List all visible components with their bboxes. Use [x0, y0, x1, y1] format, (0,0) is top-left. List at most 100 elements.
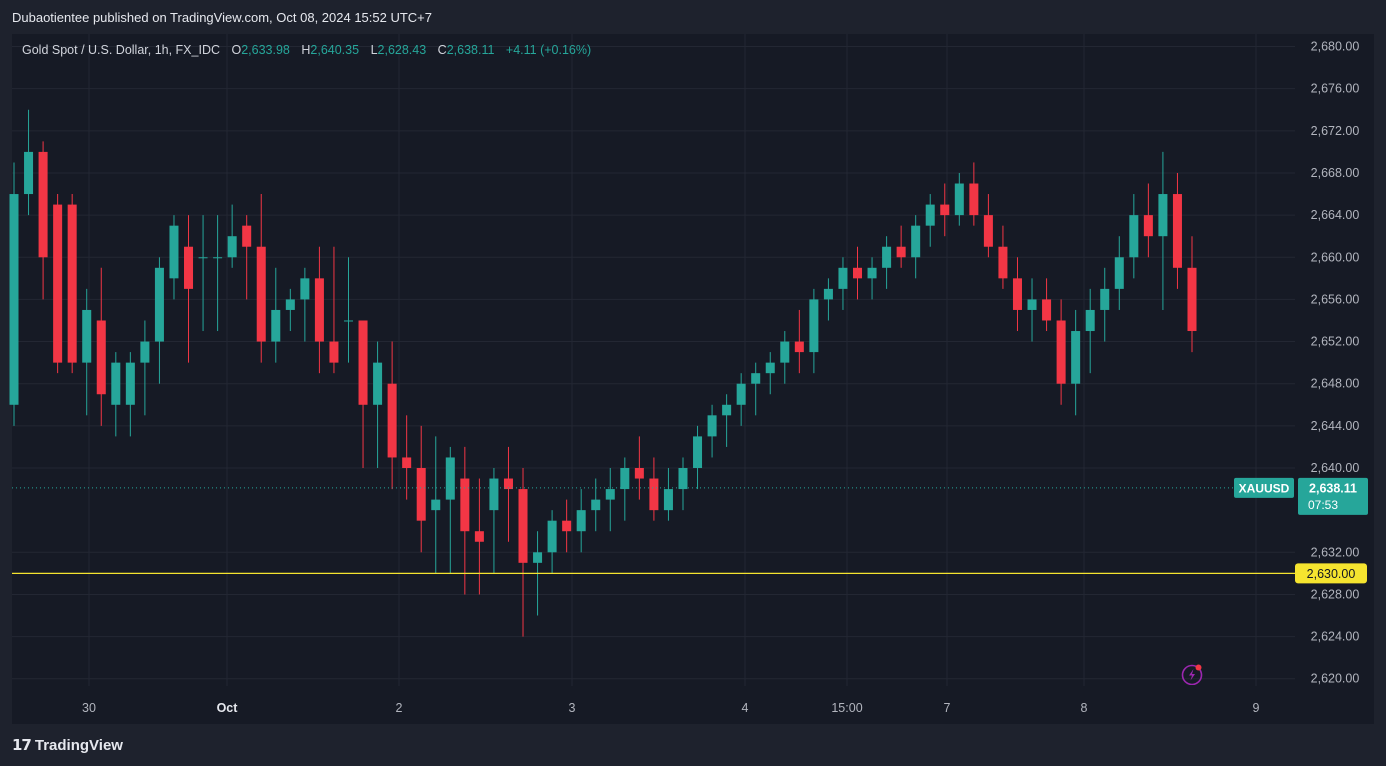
candle-body[interactable]: [620, 468, 630, 490]
candle-body[interactable]: [242, 225, 252, 247]
candle-body[interactable]: [736, 383, 746, 405]
candle-body[interactable]: [707, 415, 717, 437]
candle-body[interactable]: [227, 236, 237, 258]
high-label: H: [301, 43, 311, 57]
candle-body[interactable]: [271, 309, 281, 342]
x-tick-label: 8: [1081, 701, 1088, 715]
candle-body[interactable]: [605, 489, 615, 500]
candle-body[interactable]: [867, 267, 877, 279]
candle-body[interactable]: [111, 362, 121, 405]
candle-body[interactable]: [794, 341, 804, 353]
candle-body[interactable]: [474, 531, 484, 542]
candle-body[interactable]: [533, 552, 543, 563]
candle-body[interactable]: [53, 204, 63, 363]
candle-body[interactable]: [547, 520, 557, 553]
candle-body[interactable]: [358, 320, 368, 405]
candle-body[interactable]: [969, 183, 979, 216]
candle-body[interactable]: [925, 204, 935, 226]
candle-body[interactable]: [329, 341, 339, 363]
candle-body[interactable]: [285, 299, 295, 310]
candle-body[interactable]: [823, 288, 833, 300]
lightning-icon[interactable]: [1181, 663, 1203, 685]
candle-body[interactable]: [38, 151, 48, 258]
candle-body[interactable]: [1012, 278, 1022, 310]
candle-body[interactable]: [1187, 267, 1197, 332]
candle-body[interactable]: [9, 194, 19, 405]
tradingview-logo[interactable]: 17 TradingView: [12, 736, 123, 754]
candle-body[interactable]: [1100, 288, 1110, 310]
candle-body[interactable]: [184, 246, 194, 289]
candle-body[interactable]: [314, 278, 324, 342]
candle-body[interactable]: [780, 341, 790, 363]
candle-body[interactable]: [213, 257, 223, 259]
candle-body[interactable]: [140, 341, 150, 363]
candle-body[interactable]: [852, 267, 863, 279]
candle-body[interactable]: [649, 478, 659, 511]
candle-body[interactable]: [678, 468, 688, 490]
candle-body[interactable]: [1056, 320, 1066, 384]
candle-body[interactable]: [96, 320, 106, 395]
candle-body[interactable]: [1158, 194, 1168, 237]
y-tick-label: 2,664.00: [1311, 208, 1360, 222]
candle-body[interactable]: [998, 246, 1008, 279]
candle-body[interactable]: [343, 320, 354, 322]
x-tick-label: 2: [396, 701, 403, 715]
candle-body[interactable]: [1114, 257, 1124, 289]
candle-body[interactable]: [387, 383, 397, 458]
time-axis[interactable]: [12, 686, 1295, 724]
candle-body[interactable]: [416, 468, 426, 521]
y-tick-label: 2,680.00: [1311, 40, 1360, 54]
candle-body[interactable]: [765, 362, 775, 374]
candle-body[interactable]: [503, 478, 513, 490]
candle-body[interactable]: [67, 204, 77, 363]
candle-body[interactable]: [431, 499, 441, 511]
candle-body[interactable]: [445, 457, 455, 500]
candle-body[interactable]: [1129, 215, 1139, 258]
candle-body[interactable]: [1027, 299, 1037, 310]
candle-body[interactable]: [954, 183, 964, 216]
countdown-label: 07:53: [1308, 498, 1338, 512]
y-tick-label: 2,620.00: [1311, 672, 1360, 686]
candle-body[interactable]: [198, 257, 208, 259]
candle-body[interactable]: [693, 436, 703, 468]
candle-body[interactable]: [809, 299, 819, 353]
candle-body[interactable]: [154, 267, 164, 342]
candle-body[interactable]: [169, 225, 179, 279]
candle-body[interactable]: [940, 204, 950, 216]
candle-body[interactable]: [562, 520, 572, 532]
candle-body[interactable]: [1071, 331, 1081, 384]
price-axis[interactable]: [1295, 34, 1374, 724]
candle-body[interactable]: [24, 151, 34, 195]
x-tick-label: 7: [944, 701, 951, 715]
candle-body[interactable]: [896, 246, 906, 258]
candle-body[interactable]: [1143, 215, 1153, 237]
candle-body[interactable]: [722, 404, 732, 416]
candle-body[interactable]: [591, 499, 601, 511]
candle-body[interactable]: [489, 478, 499, 511]
ohlc-legend: Gold Spot / U.S. Dollar, 1h, FX_IDC O2,6…: [22, 43, 591, 57]
candle-body[interactable]: [1172, 194, 1182, 268]
candle-body[interactable]: [300, 278, 310, 300]
candle-body[interactable]: [256, 246, 266, 342]
candle-body[interactable]: [663, 489, 673, 511]
y-tick-label: 2,648.00: [1311, 377, 1360, 391]
candle-body[interactable]: [1042, 299, 1052, 321]
candle-body[interactable]: [373, 362, 383, 405]
candle-body[interactable]: [460, 478, 470, 532]
candle-body[interactable]: [983, 215, 993, 247]
candle-body[interactable]: [518, 489, 528, 563]
candle-body[interactable]: [402, 457, 412, 468]
candle-body[interactable]: [911, 225, 921, 258]
candle-body[interactable]: [576, 510, 586, 532]
chart-pane[interactable]: [12, 34, 1295, 686]
candle-body[interactable]: [882, 246, 892, 268]
candle-body[interactable]: [838, 267, 848, 289]
candle-body[interactable]: [634, 468, 644, 479]
y-tick-label: 2,656.00: [1311, 292, 1360, 306]
candle-body[interactable]: [751, 373, 761, 384]
candle-body[interactable]: [1085, 309, 1095, 332]
candle-body[interactable]: [125, 362, 135, 405]
candle-body[interactable]: [82, 309, 92, 363]
high-value: 2,640.35: [310, 43, 360, 57]
